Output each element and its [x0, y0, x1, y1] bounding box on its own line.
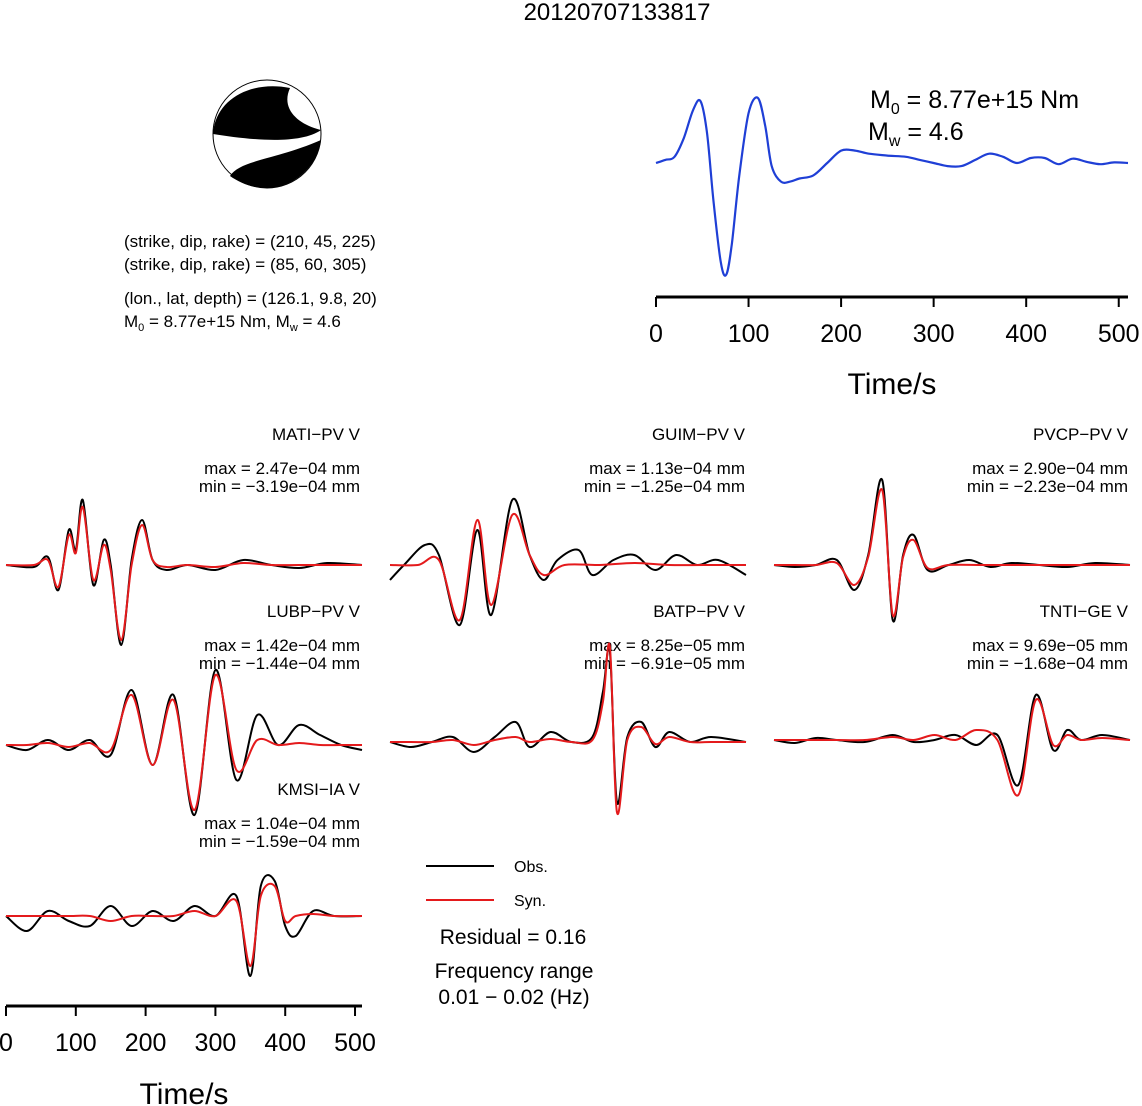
- syn-trace: [389, 512, 746, 622]
- station-max: max = 1.04e−04 mm: [204, 814, 360, 833]
- station-min: min = −3.19e−04 mm: [199, 477, 360, 496]
- station-min: min = −1.68e−04 mm: [967, 654, 1128, 673]
- syn-trace: [5, 505, 362, 642]
- stf-mw-label: Mw = 4.6: [868, 118, 964, 150]
- obs-trace: [773, 477, 1131, 623]
- obs-trace: [5, 874, 363, 978]
- station-name: MATI−PV V: [272, 425, 361, 444]
- stf-m0-label: M0 = 8.77e+15 Nm: [870, 86, 1079, 118]
- station-max: max = 2.47e−04 mm: [204, 459, 360, 478]
- syn-trace: [773, 488, 1130, 618]
- wave-tick-label: 500: [334, 1029, 376, 1057]
- stf-tick-label: 500: [1098, 320, 1140, 348]
- station-min: min = −1.44e−04 mm: [199, 654, 360, 673]
- wave-tick-label: 100: [55, 1029, 97, 1057]
- legend: Obs. Syn.: [426, 859, 548, 910]
- stf-xlabel: Time/s: [848, 368, 937, 401]
- station-max: max = 9.69e−05 mm: [972, 636, 1128, 655]
- station-max: max = 1.13e−04 mm: [589, 459, 745, 478]
- station-min: min = −1.59e−04 mm: [199, 832, 360, 851]
- info-line-4: M0 = 8.77e+15 Nm, Mw = 4.6: [124, 312, 341, 334]
- legend-obs-label: Obs.: [514, 859, 548, 876]
- wave-tick-label: 200: [125, 1029, 167, 1057]
- station-max: max = 2.90e−04 mm: [972, 459, 1128, 478]
- frequency-range-value: 0.01 − 0.02 (Hz): [438, 986, 589, 1009]
- obs-trace: [5, 498, 363, 647]
- frequency-range-title: Frequency range: [435, 960, 594, 983]
- stf-tick-label: 300: [913, 320, 955, 348]
- stf-series-line: [655, 96, 1129, 277]
- station-name: LUBP−PV V: [267, 602, 361, 621]
- station-name: PVCP−PV V: [1033, 425, 1129, 444]
- figure-title: 20120707133817: [524, 0, 711, 26]
- station-name: KMSI−IA V: [277, 780, 360, 799]
- info-line-3: (lon., lat, depth) = (126.1, 9.8, 20): [124, 289, 377, 308]
- wave-tick-label: 400: [264, 1029, 306, 1057]
- stf-tick-label: 0: [649, 320, 663, 348]
- station-name: GUIM−PV V: [652, 425, 746, 444]
- stf-plot: 0 100 200 300 400 500 Time/s: [649, 96, 1140, 401]
- station-max: max = 1.42e−04 mm: [204, 636, 360, 655]
- station-name: TNTI−GE V: [1040, 602, 1129, 621]
- syn-trace: [5, 673, 362, 812]
- syn-trace: [5, 882, 363, 968]
- station-min: min = −2.23e−04 mm: [967, 477, 1128, 496]
- station-min: min = −1.25e−04 mm: [584, 477, 745, 496]
- legend-syn-label: Syn.: [514, 893, 546, 910]
- beachball: [212, 79, 322, 189]
- wave-tick-label: 300: [195, 1029, 237, 1057]
- station-min: min = −6.91e−05 mm: [584, 654, 745, 673]
- info-line-1: (strike, dip, rake) = (210, 45, 225): [124, 232, 376, 251]
- syn-trace: [389, 642, 746, 816]
- residual-text: Residual = 0.16: [440, 926, 587, 949]
- wave-xlabel: Time/s: [140, 1078, 229, 1106]
- info-line-2: (strike, dip, rake) = (85, 60, 305): [124, 255, 366, 274]
- syn-trace: [773, 698, 1131, 797]
- stf-tick-label: 100: [728, 320, 770, 348]
- stf-tick-label: 200: [820, 320, 862, 348]
- station-name: BATP−PV V: [653, 602, 745, 621]
- wave-tick-label: 0: [0, 1029, 13, 1057]
- station-max: max = 8.25e−05 mm: [589, 636, 745, 655]
- stf-tick-label: 400: [1005, 320, 1047, 348]
